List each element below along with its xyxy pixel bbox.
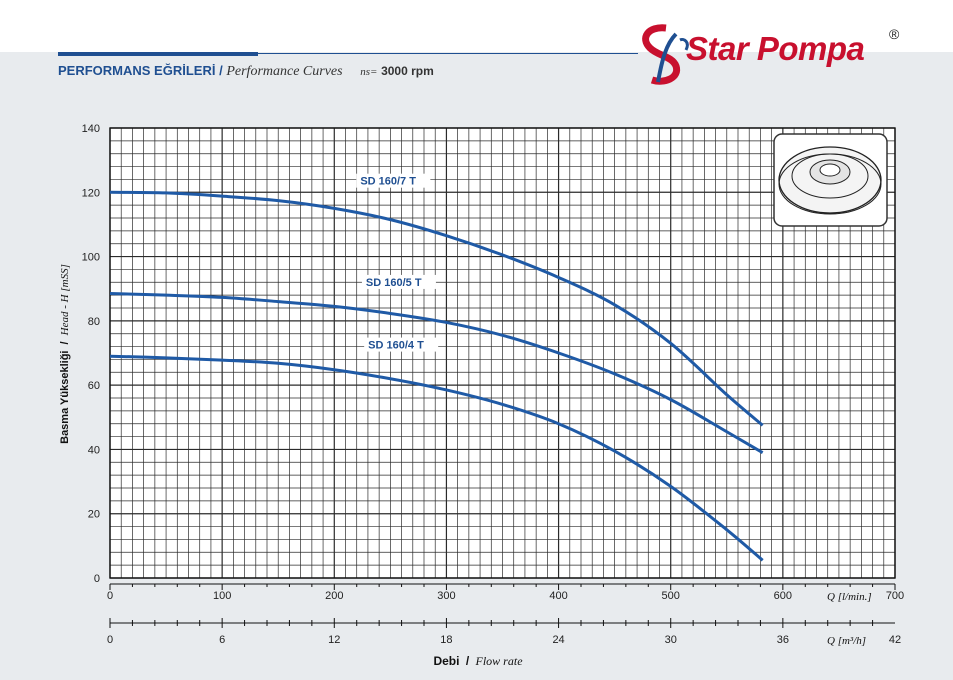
x-label-turkish: Debi xyxy=(433,654,459,668)
y-axis-label: Basma Yüksekliği / Head - H [mSS] xyxy=(59,264,71,444)
y-label-separator: / xyxy=(59,341,71,344)
x-tick-label-secondary: 6 xyxy=(219,634,225,646)
x-tick-label-secondary: 24 xyxy=(552,634,564,646)
series-label-bg xyxy=(361,274,436,289)
title-turkish: PERFORMANS EĞRİLERİ xyxy=(58,63,216,78)
impeller-illustration xyxy=(773,133,888,227)
y-tick-label: 40 xyxy=(88,444,100,456)
x-unit-primary: Q [l/min.] xyxy=(827,591,872,603)
header-thin-rule xyxy=(258,53,638,54)
y-tick-label: 60 xyxy=(88,380,100,392)
y-tick-label: 120 xyxy=(82,187,100,199)
x-label-english: Flow rate xyxy=(475,654,524,668)
x-tick-label-primary: 700 xyxy=(886,590,904,602)
y-tick-label: 100 xyxy=(82,252,100,264)
title-separator: / xyxy=(219,63,223,78)
x-tick-label-primary: 300 xyxy=(437,590,455,602)
header-rule xyxy=(58,52,258,56)
x-tick-label-primary: 600 xyxy=(774,590,792,602)
x-tick-label-primary: 500 xyxy=(662,590,680,602)
y-label-turkish: Basma Yüksekliği xyxy=(59,351,71,444)
x-tick-label-secondary: 30 xyxy=(665,634,677,646)
x-tick-label-primary: 100 xyxy=(213,590,231,602)
x-tick-label-primary: 0 xyxy=(107,590,113,602)
x-tick-label-primary: 400 xyxy=(549,590,567,602)
series-label-bg xyxy=(356,173,431,188)
x-tick-label-primary: 200 xyxy=(325,590,343,602)
x-axis-label: Debi / Flow rate xyxy=(433,654,523,668)
series-label-bg xyxy=(364,337,439,352)
y-tick-label: 0 xyxy=(94,573,100,585)
curve-sd-160-4-t xyxy=(109,354,764,562)
star-pompa-logo-mark xyxy=(642,24,689,85)
brand-name: Star Pompa xyxy=(686,30,865,67)
y-tick-label: 140 xyxy=(82,123,100,135)
curve-sd-160-5-t xyxy=(109,292,764,454)
registered-mark: ® xyxy=(889,26,900,42)
x-tick-label-secondary: 0 xyxy=(107,634,113,646)
x-tick-label-secondary: 12 xyxy=(328,634,340,646)
x-unit-secondary: Q [m³/h] xyxy=(827,635,866,647)
speed-value: 3000 rpm xyxy=(381,64,434,78)
speed-label: ns= xyxy=(360,66,378,78)
x-tick-label-secondary: 18 xyxy=(440,634,452,646)
x-label-separator: / xyxy=(466,654,470,668)
page-title: PERFORMANS EĞRİLERİ / Performance Curves… xyxy=(58,63,434,80)
plot-frame xyxy=(109,127,896,579)
series-label: SD 160/4 T xyxy=(368,340,424,352)
y-label-english: Head - H [mSS] xyxy=(59,264,71,336)
x-tick-label-secondary: 36 xyxy=(777,634,789,646)
curve-sd-160-7-t xyxy=(109,190,764,427)
series-label: SD 160/7 T xyxy=(360,176,416,188)
series-label: SD 160/5 T xyxy=(366,277,422,289)
curve-layer: SD 160/7 T SD 160/5 T SD 160/4 T xyxy=(109,173,764,562)
y-tick-label: 20 xyxy=(88,509,100,521)
title-english: Performance Curves xyxy=(226,64,343,79)
x-tick-label-secondary: 42 xyxy=(889,634,901,646)
y-tick-label: 80 xyxy=(88,316,100,328)
